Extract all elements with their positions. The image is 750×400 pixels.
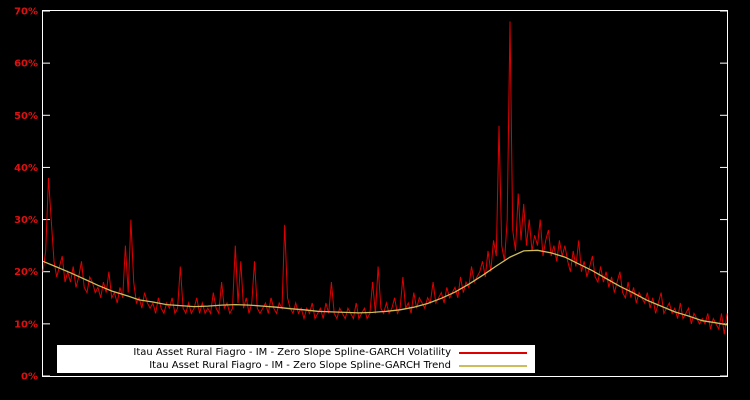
legend-label-trend: Itau Asset Rural Fiagro - IM - Zero Slop… bbox=[149, 360, 451, 371]
chart-legend: Itau Asset Rural Fiagro - IM - Zero Slop… bbox=[57, 345, 535, 373]
y-tick-label: 20% bbox=[14, 267, 38, 278]
legend-line-sample-trend bbox=[459, 364, 527, 367]
series-trend-line bbox=[42, 249, 728, 326]
y-tick-label: 40% bbox=[14, 163, 38, 174]
series-volatility-line bbox=[42, 21, 728, 335]
plot-border bbox=[42, 10, 728, 377]
y-tick-label: 70% bbox=[14, 7, 38, 18]
y-tick-label: 50% bbox=[14, 111, 38, 122]
y-tick-label: 60% bbox=[14, 59, 38, 70]
y-tick-label: 0% bbox=[21, 372, 38, 383]
legend-line-sample-volatility bbox=[459, 351, 527, 354]
legend-row-volatility: Itau Asset Rural Fiagro - IM - Zero Slop… bbox=[57, 346, 535, 359]
legend-row-trend: Itau Asset Rural Fiagro - IM - Zero Slop… bbox=[57, 359, 535, 372]
legend-label-volatility: Itau Asset Rural Fiagro - IM - Zero Slop… bbox=[133, 347, 451, 358]
y-tick-label: 10% bbox=[14, 319, 38, 330]
y-tick-label: 30% bbox=[14, 215, 38, 226]
